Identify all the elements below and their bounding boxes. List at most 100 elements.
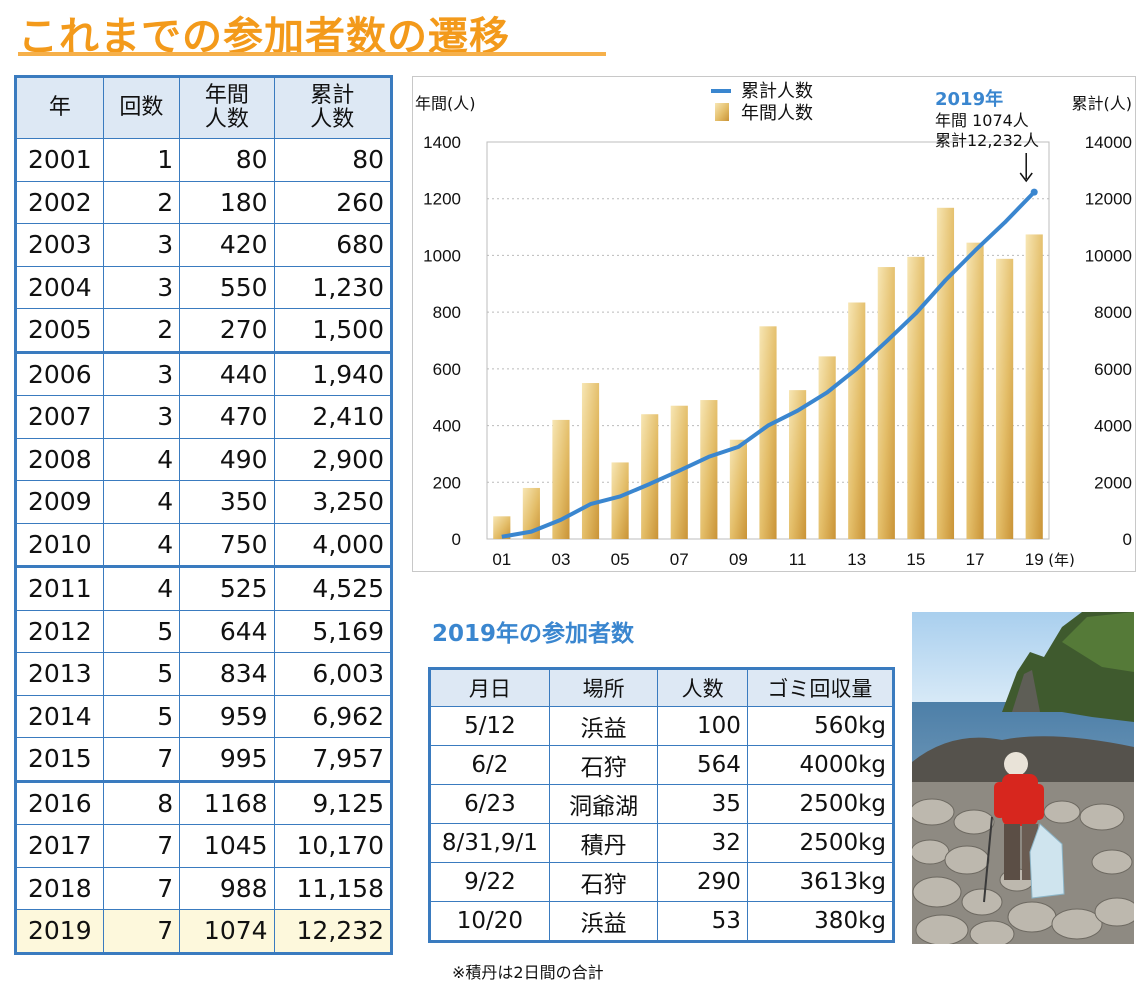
history-year: 2018 xyxy=(15,866,104,910)
event-garbage: 560kg xyxy=(746,706,895,746)
history-annual: 420 xyxy=(179,223,275,267)
x-axis-unit: (年) xyxy=(1048,551,1075,569)
history-annual: 550 xyxy=(179,265,275,309)
event-date: 10/20 xyxy=(429,901,550,942)
history-row: 2014 5 959 6,962 xyxy=(15,694,393,738)
history-row: 2006 3 440 1,940 xyxy=(15,350,393,396)
x-tick: 03 xyxy=(551,550,570,569)
history-annual: 440 xyxy=(179,350,275,396)
history-year: 2019 xyxy=(15,909,104,954)
legend-swatch-bar xyxy=(715,103,729,121)
y-tick-left: 600 xyxy=(433,360,461,379)
participants-chart: 0 200 400 600 800 1000 1200 1400 0 2000 4000 6000 80… xyxy=(412,76,1136,572)
x-tick: 09 xyxy=(729,550,748,569)
history-count: 7 xyxy=(102,824,181,868)
y-tick-right: 8000 xyxy=(1094,303,1132,322)
history-count: 4 xyxy=(102,522,181,567)
history-year: 2012 xyxy=(15,609,104,653)
event-place: 浜益 xyxy=(548,706,659,746)
history-annual: 644 xyxy=(179,609,275,653)
history-annual: 1074 xyxy=(179,909,275,954)
history-count: 5 xyxy=(102,609,181,653)
event-date: 6/23 xyxy=(429,784,550,824)
history-annual: 1045 xyxy=(179,824,275,868)
history-total: 6,003 xyxy=(273,652,393,696)
bar-annual xyxy=(522,487,540,539)
y-axis-label-right: 累計(人) xyxy=(1072,94,1133,113)
bar-annual xyxy=(848,302,866,539)
x-tick: 17 xyxy=(966,550,985,569)
y-tick-left: 400 xyxy=(433,417,461,436)
history-annual: 995 xyxy=(179,737,275,782)
history-year: 2001 xyxy=(15,138,104,182)
history-count: 2 xyxy=(102,308,181,353)
bar-annual xyxy=(581,383,600,539)
history-header-count: 回数 xyxy=(102,76,181,139)
event-row: 9/22 石狩 290 3613kg xyxy=(429,862,895,902)
x-tick: 13 xyxy=(847,550,866,569)
bar-annual xyxy=(729,439,747,539)
history-year: 2005 xyxy=(15,308,104,353)
history-row: 2010 4 750 4,000 xyxy=(15,522,393,567)
y-tick-left: 800 xyxy=(433,303,461,322)
history-annual: 834 xyxy=(179,652,275,696)
history-year: 2007 xyxy=(15,395,104,439)
history-count: 4 xyxy=(102,480,181,524)
history-total: 4,525 xyxy=(273,565,393,611)
y-tick-left: 200 xyxy=(433,473,461,492)
event-place: 洞爺湖 xyxy=(548,784,659,824)
history-annual: 470 xyxy=(179,395,275,439)
event-garbage: 2500kg xyxy=(746,784,895,824)
event-garbage: 380kg xyxy=(746,901,895,942)
history-total: 680 xyxy=(273,223,393,267)
history-count: 7 xyxy=(102,909,181,954)
events-header-people: 人数 xyxy=(657,668,748,707)
history-year: 2013 xyxy=(15,652,104,696)
history-table: 年 回数 年間 人数 累計 人数 2001 1 80 80 2002 2 180 260 2003 3… xyxy=(14,75,393,955)
event-place: 石狩 xyxy=(548,862,659,902)
history-total: 2,410 xyxy=(273,395,393,439)
history-total: 1,230 xyxy=(273,265,393,309)
events-header-place: 場所 xyxy=(548,668,659,707)
bar-annual xyxy=(966,242,984,540)
event-row: 5/12 浜益 100 560kg xyxy=(429,706,895,746)
history-row: 2012 5 644 5,169 xyxy=(15,609,393,653)
history-year: 2002 xyxy=(15,180,104,224)
history-total: 80 xyxy=(273,138,393,182)
history-annual: 1168 xyxy=(179,779,275,825)
bar-annual xyxy=(493,516,511,539)
history-row: 2001 1 80 80 xyxy=(15,138,393,182)
history-year: 2008 xyxy=(15,437,104,481)
history-row: 2005 2 270 1,500 xyxy=(15,308,393,353)
events-2019-table: 月日 場所 人数 ゴミ回収量 5/12 浜益 100 560kg 6/2 石狩 564 400… xyxy=(428,667,895,943)
event-people: 53 xyxy=(657,901,748,942)
history-header-year: 年 xyxy=(15,76,104,139)
events-header-garbage: ゴミ回収量 xyxy=(746,668,895,707)
history-total: 2,900 xyxy=(273,437,393,481)
history-annual: 750 xyxy=(179,522,275,567)
history-annual: 180 xyxy=(179,180,275,224)
history-total: 1,940 xyxy=(273,350,393,396)
history-total: 260 xyxy=(273,180,393,224)
title-underline xyxy=(18,52,606,56)
history-total: 11,158 xyxy=(273,866,393,910)
history-total: 6,962 xyxy=(273,694,393,738)
history-row: 2015 7 995 7,957 xyxy=(15,737,393,782)
history-count: 3 xyxy=(102,265,181,309)
legend-label-bar: 年間人数 xyxy=(741,103,813,124)
x-tick: 07 xyxy=(670,550,689,569)
history-year: 2016 xyxy=(15,779,104,825)
history-year: 2006 xyxy=(15,350,104,396)
history-annual: 80 xyxy=(179,138,275,182)
event-row: 6/23 洞爺湖 35 2500kg xyxy=(429,784,895,824)
y-tick-right: 0 xyxy=(1123,530,1132,549)
history-year: 2004 xyxy=(15,265,104,309)
history-header-total: 累計 人数 xyxy=(273,76,393,139)
history-count: 4 xyxy=(102,437,181,481)
event-garbage: 2500kg xyxy=(746,823,895,863)
history-row: 2008 4 490 2,900 xyxy=(15,437,393,481)
bar-annual xyxy=(789,390,807,539)
y-tick-right: 10000 xyxy=(1085,246,1132,265)
y-tick-left: 0 xyxy=(452,530,461,549)
y-tick-left: 1400 xyxy=(423,133,461,152)
